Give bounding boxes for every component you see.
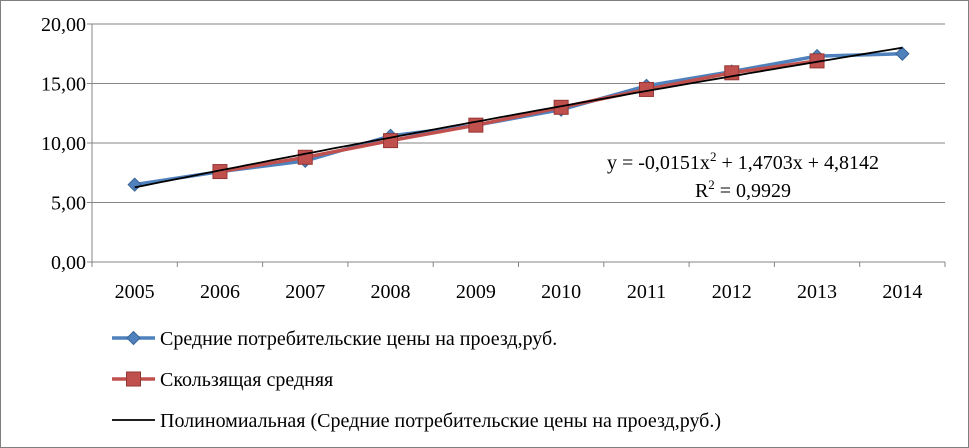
legend-label: Скользящая средняя: [160, 369, 333, 391]
data-point: [383, 133, 399, 149]
grid-lines: [92, 23, 945, 203]
y-tick-label: 5,00: [51, 193, 86, 215]
legend-marker: [126, 330, 141, 346]
x-tick-label: 2009: [456, 281, 496, 303]
legend-entry: Средние потребительские цены на проезд,р…: [112, 328, 557, 350]
x-tick-label: 2011: [627, 281, 666, 303]
y-tick-label: 10,00: [41, 133, 86, 155]
legend-label: Средние потребительские цены на проезд,р…: [160, 328, 557, 350]
x-tick-label: 2007: [285, 281, 325, 303]
x-tick-label: 2014: [882, 281, 922, 303]
trendline-equation: y = -0,0151x2 + 1,4703x + 4,8142: [607, 149, 879, 174]
legend: Средние потребительские цены на проезд,р…: [112, 328, 721, 432]
y-tick-label: 15,00: [41, 74, 86, 96]
x-tick-label: 2008: [371, 281, 411, 303]
data-point: [895, 46, 910, 61]
legend-entry: Полиномиальная (Средние потребительские …: [112, 410, 721, 432]
x-tick-label: 2005: [115, 281, 155, 303]
series-3: [134, 46, 903, 189]
data-point: [127, 177, 142, 192]
series-line: [219, 59, 818, 174]
x-axis-ticks: 2005 2006 2007 2008 2009 2010 2011 2012 2013 2014: [91, 262, 946, 303]
y-tick-label: 20,00: [41, 14, 86, 36]
y-axis-ticks: 0,00 5,00 10,00 15,00 20,00: [41, 14, 92, 274]
x-tick-label: 2013: [797, 281, 837, 303]
trendline: [134, 46, 903, 189]
legend-label: Полиномиальная (Средние потребительские …: [160, 410, 721, 432]
legend-entry: Скользящая средняя: [112, 369, 333, 391]
x-tick-label: 2006: [200, 281, 240, 303]
series-group: [127, 46, 910, 192]
x-tick-label: 2010: [541, 281, 581, 303]
legend-marker: [126, 371, 141, 387]
y-tick-label: 0,00: [51, 252, 86, 274]
trendline-r-squared: R2 = 0,9929: [695, 177, 791, 202]
x-tick-label: 2012: [712, 281, 752, 303]
